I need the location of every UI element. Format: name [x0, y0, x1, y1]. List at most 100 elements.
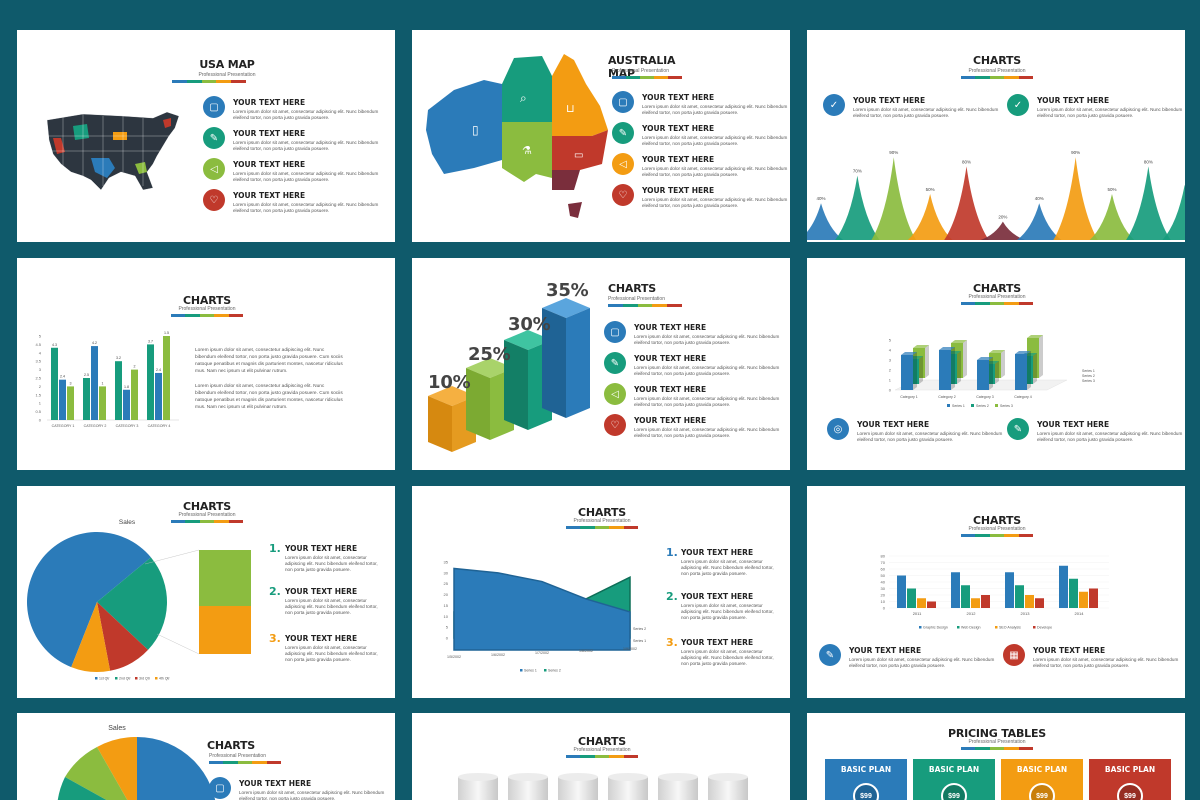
item-body: Lorem ipsum dolor sit amet, consectetur … — [634, 427, 780, 439]
y-tick-label: 2 — [39, 384, 42, 389]
slide-title: CHARTS — [207, 739, 255, 752]
feature-item: ✎ YOUR TEXT HERE Lorem ipsum dolor sit am… — [604, 352, 784, 377]
y-tick-label: 5 — [39, 334, 42, 339]
speaker-icon: ◁ — [612, 153, 634, 175]
item-body: Lorem ipsum dolor sit amet, consectetur … — [642, 166, 788, 178]
column-top — [901, 352, 917, 355]
slide-charts-3d-columns[interactable]: CHARTS Professional Presentation 5 4 3 2 1 0 C… — [807, 258, 1185, 470]
list-item: YOUR TEXT HERE Lorem ipsum dolor sit amet… — [285, 585, 385, 617]
list-number: 1. — [666, 546, 678, 559]
cylinder-chart — [458, 773, 748, 800]
pie-slice — [97, 557, 167, 650]
cylinder — [658, 777, 698, 800]
bar — [147, 344, 154, 420]
color-bar — [171, 314, 244, 317]
item-heading: YOUR TEXT HERE — [634, 416, 707, 425]
x-tick-label: 2011 — [913, 611, 922, 616]
slide-pricing-tables[interactable]: PRICING TABLES Professional Presentation… — [807, 713, 1185, 800]
column-bar — [901, 355, 913, 390]
bar — [1069, 578, 1078, 608]
pricing-card[interactable]: BASIC PLAN $99 — [825, 759, 907, 800]
step-label: 25% — [468, 344, 511, 365]
bar — [907, 588, 916, 608]
feature-item: ▦ YOUR TEXT HERE Lorem ipsum dolor sit am… — [1003, 644, 1183, 669]
slide-charts-pie-2[interactable]: Sales CHARTS Professional Presentation ▢… — [17, 713, 395, 800]
legend-swatch — [957, 626, 960, 629]
y-tick-label: 30 — [881, 586, 886, 591]
y-tick-label: 5 — [889, 338, 892, 343]
slide-subtitle: Professional Presentation — [608, 296, 665, 302]
y-tick-label: 3.5 — [35, 359, 41, 364]
item-body: Lorem ipsum dolor sit amet, consectetur … — [857, 431, 1003, 443]
slide-australia-map[interactable]: ▯ ⌕ ⊔ ⚗ ▭ AUSTRALIA MAP Professional Pre… — [412, 30, 790, 242]
pencil-icon: ✎ — [819, 644, 841, 666]
cylinder — [558, 777, 598, 800]
column-side — [951, 347, 955, 390]
y-tick-label: 4 — [889, 348, 892, 353]
item-body: Lorem ipsum dolor sit amet, consectetur … — [642, 104, 788, 116]
cylinder — [458, 777, 498, 800]
paragraph: Lorem ipsum dolor sit amet, consectetur … — [195, 384, 343, 410]
slide-subtitle: Professional Presentation — [573, 747, 631, 753]
y-tick-label: 1 — [39, 401, 42, 406]
bar — [971, 598, 980, 608]
pricing-card[interactable]: BASIC PLAN $99 — [1089, 759, 1171, 800]
peak-mark — [907, 194, 953, 240]
x-tick-label: 2013 — [1021, 611, 1031, 616]
slide-charts-area[interactable]: CHARTS Professional Presentation 35 30 25 2… — [412, 486, 790, 698]
slide-charts-3d-steps[interactable]: 10% 25% 30% 35% CHARTS Professional Pres… — [412, 258, 790, 470]
bar-data-label: 2.4 — [60, 375, 65, 379]
connector-line — [156, 633, 200, 655]
item-body: Lorem ipsum dolor sit amet, consectetur … — [681, 603, 774, 621]
peak-label: 50% — [1107, 187, 1116, 192]
legend-label: Series 1 — [524, 669, 537, 673]
y-tick-label: 1.5 — [35, 392, 41, 397]
slide-subtitle: Professional Presentation — [178, 512, 236, 518]
series-axis-label: Series 3 — [1082, 379, 1095, 383]
feature-item: ◁ YOUR TEXT HERE Lorem ipsum dolor sit am… — [203, 158, 383, 183]
item-heading: YOUR TEXT HERE — [681, 592, 754, 601]
bar-data-label: 4.2 — [92, 341, 97, 345]
y-tick-label: 3 — [39, 367, 42, 372]
slide-charts-cylinders[interactable]: CHARTS Professional Presentation — [412, 713, 790, 800]
step-35 — [542, 298, 590, 418]
pricing-card[interactable]: BASIC PLAN $99 — [913, 759, 995, 800]
color-bar — [961, 302, 1034, 305]
bank-icon: ▦ — [1003, 644, 1025, 666]
x-tick-label: CATEGORY 4 — [148, 424, 171, 428]
3d-steps-chart — [428, 298, 590, 452]
item-body: Lorem ipsum dolor sit amet, consectetur … — [1037, 431, 1183, 443]
step-label: 35% — [546, 280, 589, 301]
y-tick-label: 2 — [889, 368, 892, 373]
slide-subtitle: Professional Presentation — [612, 68, 669, 74]
item-heading: YOUR TEXT HERE — [642, 124, 715, 133]
check-icon: ✓ — [823, 94, 845, 116]
list-number: 3. — [666, 636, 678, 649]
chart-title: Sales — [108, 725, 126, 732]
bar — [897, 575, 906, 608]
item-heading: YOUR TEXT HERE — [642, 155, 715, 164]
item-body: Lorem ipsum dolor sit amet, consectetur … — [634, 396, 780, 408]
pricing-card[interactable]: BASIC PLAN $99 — [1001, 759, 1083, 800]
slide-charts-peaks[interactable]: CHARTS Professional Presentation ✓ YOUR … — [807, 30, 1185, 242]
bar — [83, 378, 90, 420]
color-bar — [172, 80, 246, 83]
column-side — [957, 351, 961, 384]
column-top — [989, 350, 1005, 353]
peak-mark — [944, 166, 989, 240]
item-heading: YOUR TEXT HERE — [285, 587, 358, 596]
item-body: Lorem ipsum dolor sit amet, consectetur … — [642, 135, 788, 147]
item-body: Lorem ipsum dolor sit amet, consectetur … — [239, 790, 385, 800]
slide-charts-bars[interactable]: CHARTS Professional Presentation 5 4.5 4 3.… — [17, 258, 395, 470]
usa-map-image — [46, 111, 180, 191]
connector-line — [144, 549, 200, 565]
slide-charts-grouped[interactable]: CHARTS Professional Presentation 80 70 60 5… — [807, 486, 1185, 698]
peak-label: 90% — [1071, 150, 1080, 155]
legend-label: SEO Analysis — [999, 626, 1021, 630]
slide-charts-pie[interactable]: CHARTS Professional Presentation Sales 1s… — [17, 486, 395, 698]
column-side — [1027, 351, 1031, 390]
item-heading: YOUR TEXT HERE — [634, 385, 707, 394]
slide-usa-map[interactable]: USA MAP Professional Presentation ▢ YOUR… — [17, 30, 395, 242]
slide-title: CHARTS — [973, 282, 1021, 295]
item-body: Lorem ipsum dolor sit amet, consectetur … — [681, 559, 774, 577]
